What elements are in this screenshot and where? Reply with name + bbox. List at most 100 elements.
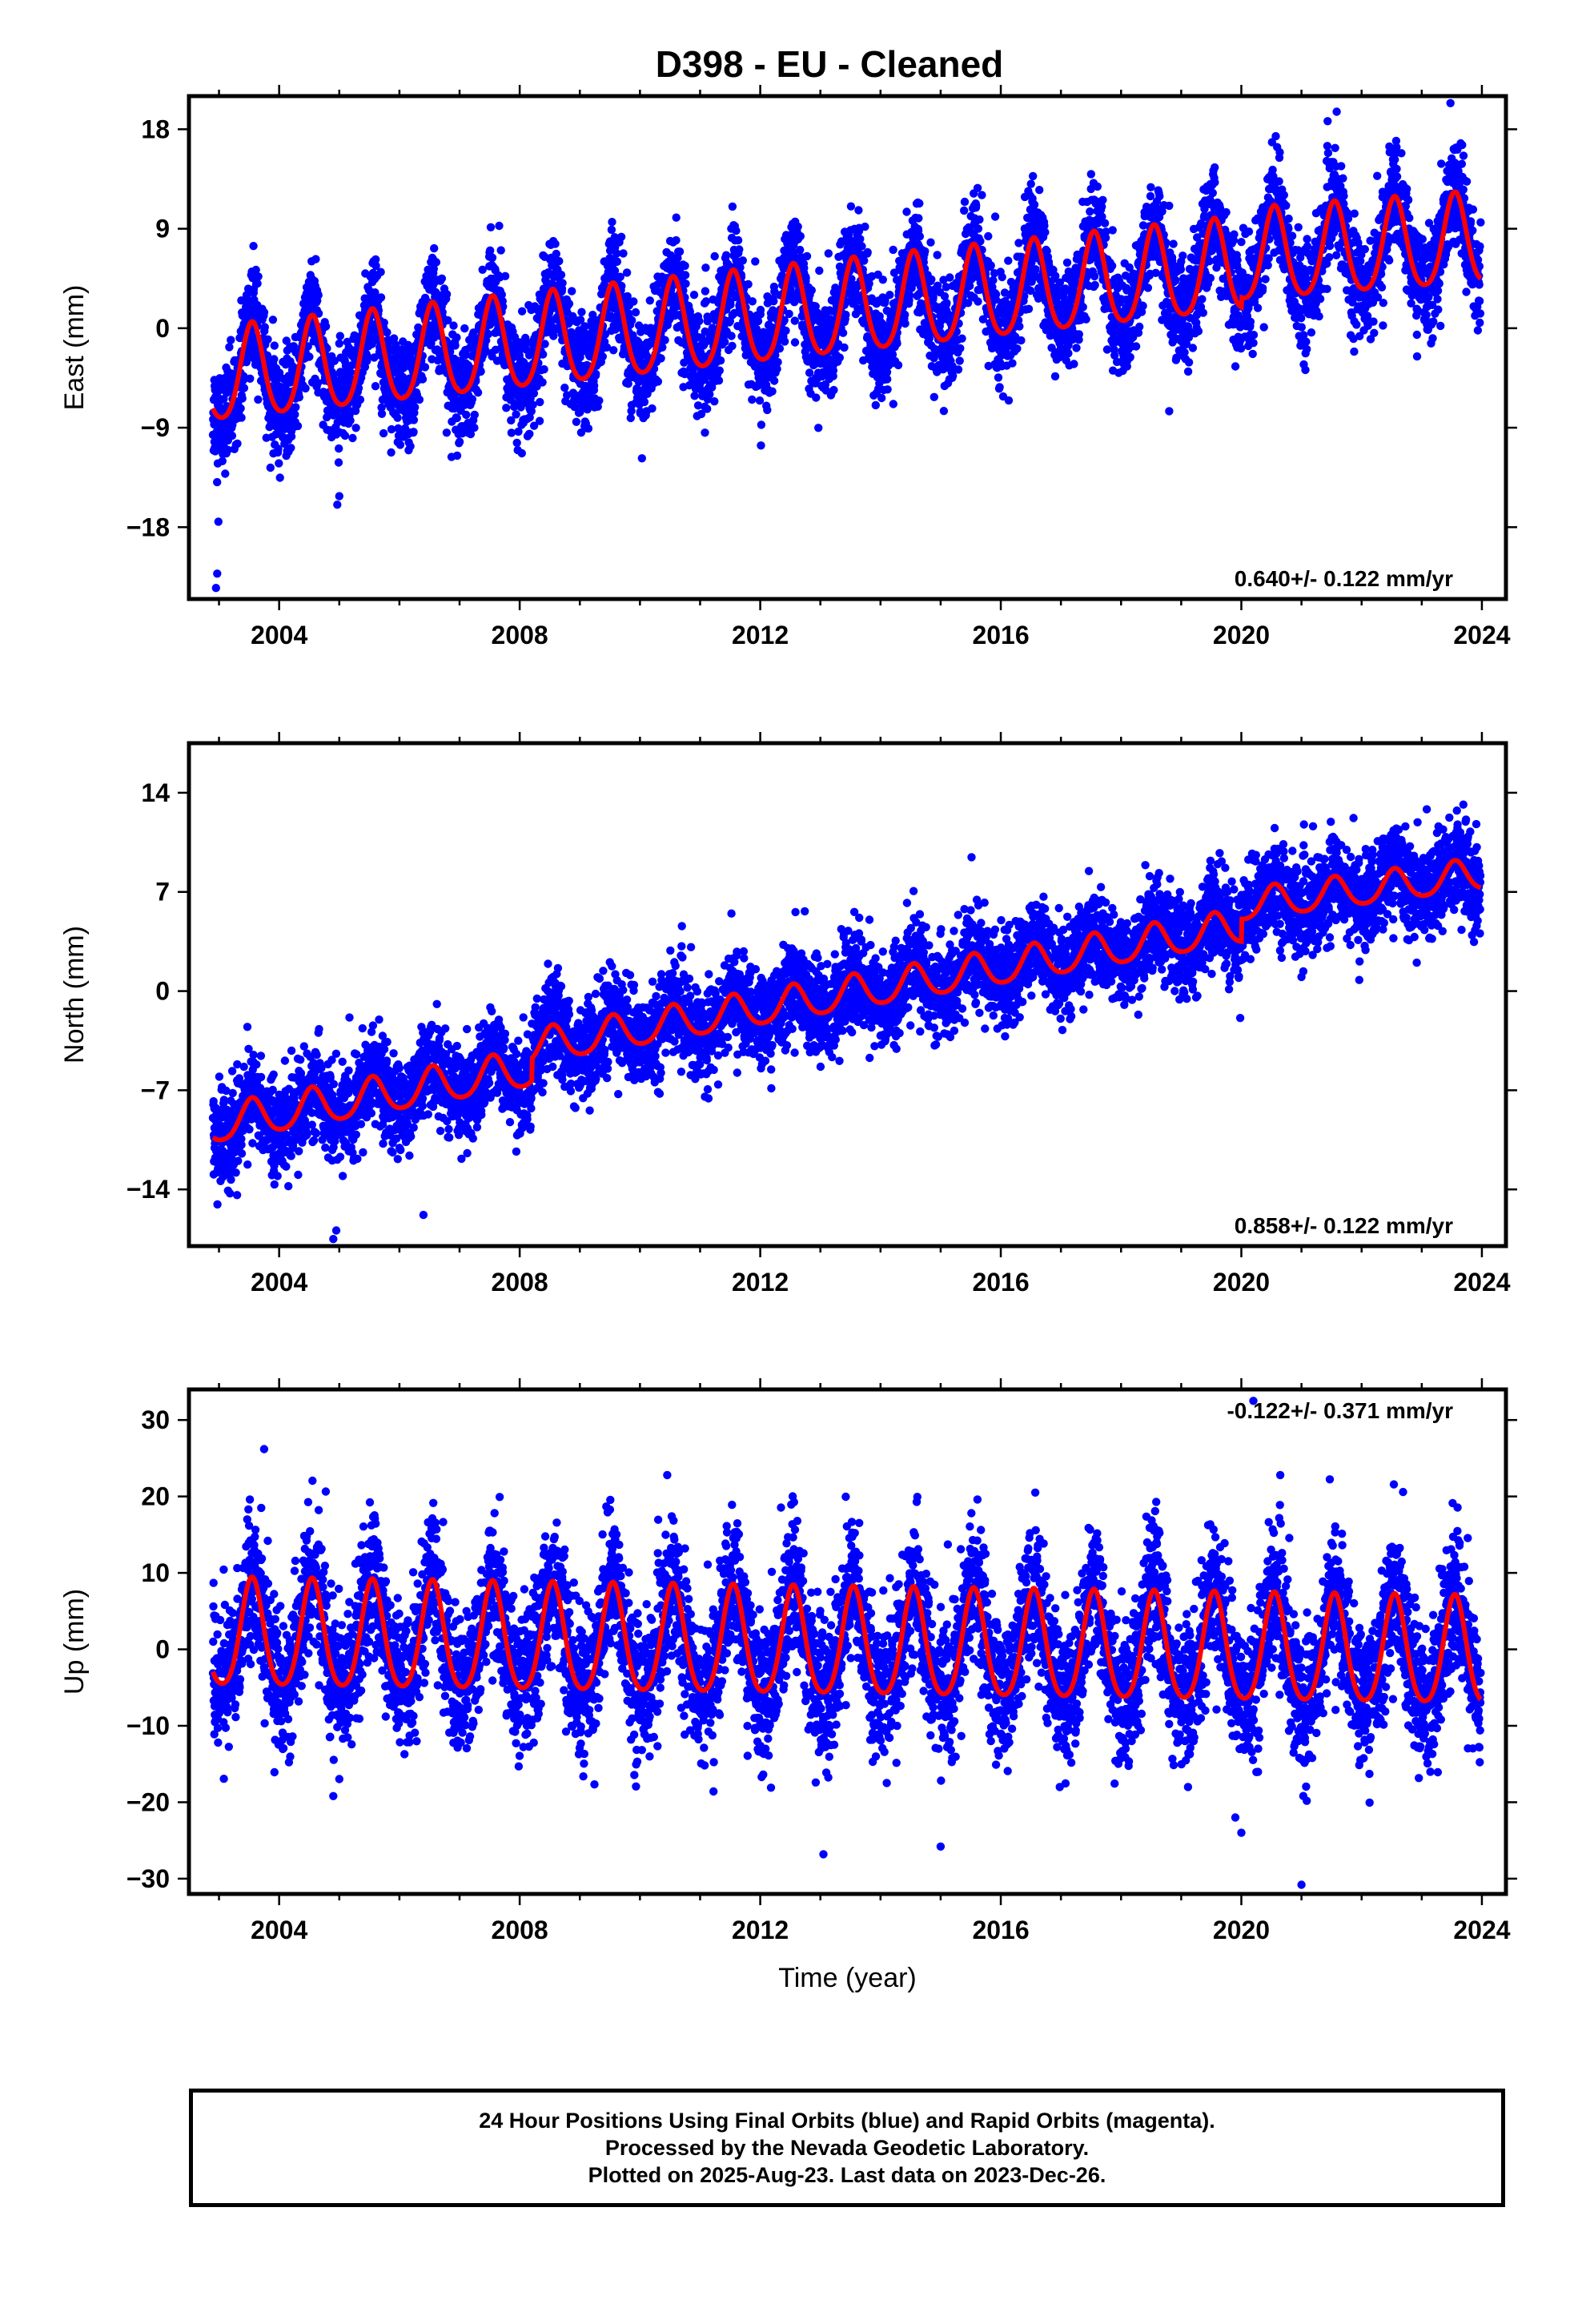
observation-point bbox=[695, 316, 704, 326]
observation-point bbox=[769, 376, 779, 385]
observation-point bbox=[406, 442, 415, 451]
observation-point bbox=[995, 383, 1004, 392]
observation-point bbox=[1131, 342, 1141, 351]
observation-point bbox=[266, 463, 275, 472]
observation-point bbox=[994, 373, 1003, 382]
observation-points bbox=[208, 99, 1485, 593]
observation-point bbox=[672, 235, 681, 245]
observation-point bbox=[351, 424, 360, 432]
observation-point bbox=[1072, 344, 1081, 352]
observation-point bbox=[539, 350, 548, 359]
observation-point bbox=[607, 225, 616, 235]
observation-point bbox=[233, 439, 242, 448]
observation-point bbox=[488, 253, 497, 262]
observation-point bbox=[998, 272, 1006, 282]
observation-point bbox=[757, 420, 766, 429]
observation-point bbox=[291, 403, 300, 412]
observation-point bbox=[289, 342, 298, 351]
observation-point bbox=[444, 316, 452, 325]
observation-point bbox=[287, 444, 295, 452]
observation-point bbox=[885, 291, 894, 300]
observation-point bbox=[468, 395, 477, 404]
observation-point bbox=[383, 328, 391, 337]
observation-point bbox=[389, 334, 399, 343]
observation-point bbox=[482, 336, 491, 345]
observation-point bbox=[525, 413, 534, 422]
observation-point bbox=[631, 308, 640, 317]
observation-point bbox=[346, 368, 355, 376]
observation-point bbox=[461, 350, 471, 360]
observation-point bbox=[564, 300, 574, 308]
observation-point bbox=[990, 212, 1000, 221]
observation-point bbox=[889, 400, 898, 408]
observation-point bbox=[313, 379, 323, 388]
observation-point bbox=[227, 431, 237, 440]
figure-title: D398 - EU - Cleaned bbox=[656, 43, 1004, 85]
observation-point bbox=[871, 400, 881, 410]
observation-point bbox=[449, 321, 458, 330]
observation-point bbox=[455, 437, 464, 446]
observation-point bbox=[978, 191, 986, 199]
observation-point bbox=[768, 387, 777, 396]
observation-point bbox=[259, 308, 269, 317]
observation-point bbox=[563, 391, 572, 400]
observation-point bbox=[480, 344, 489, 354]
observation-point bbox=[726, 300, 735, 309]
observation-point bbox=[989, 275, 998, 285]
observation-point bbox=[323, 412, 331, 422]
observation-point bbox=[703, 404, 712, 413]
observation-point bbox=[584, 424, 593, 433]
observation-point bbox=[609, 346, 618, 355]
observation-point bbox=[293, 421, 303, 431]
observation-point bbox=[371, 255, 380, 264]
observation-point bbox=[237, 413, 246, 422]
observation-point bbox=[755, 396, 765, 405]
observation-point bbox=[800, 263, 809, 272]
observation-point bbox=[254, 395, 263, 404]
observation-point bbox=[728, 202, 737, 211]
observation-point bbox=[572, 417, 581, 426]
observation-point bbox=[476, 367, 485, 376]
observation-point bbox=[355, 395, 365, 404]
observation-point bbox=[303, 342, 312, 351]
observation-point bbox=[942, 299, 951, 308]
observation-point bbox=[243, 295, 252, 304]
observation-point bbox=[893, 360, 903, 370]
observation-point bbox=[608, 218, 616, 227]
observation-point bbox=[418, 375, 428, 384]
observation-point bbox=[263, 335, 272, 344]
observation-point bbox=[478, 265, 487, 274]
observation-point bbox=[497, 290, 506, 300]
observation-point bbox=[371, 382, 380, 391]
observation-point bbox=[619, 249, 628, 258]
observation-point bbox=[656, 354, 665, 363]
observation-point bbox=[529, 421, 539, 430]
observation-point bbox=[430, 243, 439, 253]
observation-point bbox=[681, 261, 689, 271]
observation-point bbox=[540, 340, 549, 348]
observation-point bbox=[363, 352, 372, 361]
observation-point bbox=[409, 416, 419, 424]
observation-point bbox=[346, 416, 355, 425]
observation-point bbox=[387, 424, 396, 434]
observation-point bbox=[877, 393, 886, 403]
observation-point bbox=[728, 341, 737, 351]
observation-point bbox=[883, 385, 892, 394]
observation-point bbox=[1107, 261, 1117, 271]
observation-point bbox=[470, 423, 479, 432]
observation-point bbox=[295, 392, 303, 402]
observation-point bbox=[507, 428, 516, 437]
observation-point bbox=[775, 344, 785, 353]
observation-point bbox=[857, 242, 866, 251]
observation-point bbox=[500, 271, 510, 280]
observation-point bbox=[710, 251, 719, 261]
observation-point bbox=[512, 410, 520, 419]
observation-point bbox=[301, 384, 310, 393]
observation-point bbox=[466, 429, 476, 439]
observation-point bbox=[314, 291, 323, 300]
observation-point bbox=[219, 395, 228, 404]
observation-point bbox=[1008, 359, 1017, 368]
observation-point bbox=[732, 226, 741, 235]
observation-point bbox=[738, 256, 747, 265]
observation-point bbox=[460, 324, 469, 333]
